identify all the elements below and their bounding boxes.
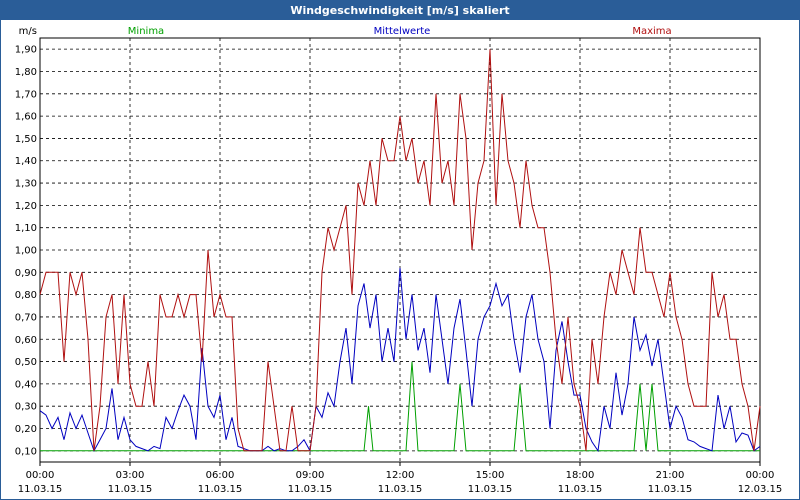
y-tick-label: 0,10 xyxy=(15,446,37,457)
chart-title: Windgeschwindigkeit [m/s] skaliert xyxy=(0,0,800,20)
y-tick-label: 1,30 xyxy=(15,179,37,190)
x-tick-date: 12.03.15 xyxy=(738,484,783,495)
y-tick-label: 1,90 xyxy=(15,45,37,56)
y-tick-label: 1,40 xyxy=(15,156,37,167)
y-tick-label: 1,10 xyxy=(15,223,37,234)
x-tick-time: 21:00 xyxy=(656,470,685,481)
x-tick-time: 00:00 xyxy=(26,470,55,481)
chart-plot: 0,10 0,20 0,30 0,40 0,50 0,60 0,70 0,80 0,90 1,00… xyxy=(15,26,783,495)
y-tick-label: 0,40 xyxy=(15,379,37,390)
y-tick-label: 0,50 xyxy=(15,357,37,368)
y-tick-label: 0,60 xyxy=(15,335,37,346)
y-tick-label: 0,70 xyxy=(15,312,37,323)
series-line-maxima xyxy=(39,49,761,452)
x-tick-date: 11.03.15 xyxy=(18,484,63,495)
y-axis-label: m/s xyxy=(19,26,37,37)
x-tick-date: 11.03.15 xyxy=(108,484,153,495)
y-tick-label: 1,80 xyxy=(15,67,37,78)
y-tick-label: 0,80 xyxy=(15,290,37,301)
x-tick-time: 18:00 xyxy=(566,470,595,481)
series-line-minima xyxy=(40,361,760,452)
x-tick-time: 06:00 xyxy=(206,470,235,481)
x-tick-time: 03:00 xyxy=(116,470,145,481)
x-tick-date: 11.03.15 xyxy=(288,484,333,495)
x-tick-date: 11.03.15 xyxy=(198,484,243,495)
y-tick-label: 0,30 xyxy=(15,402,37,413)
y-tick-label: 0,20 xyxy=(15,424,37,435)
x-tick-time: 12:00 xyxy=(386,470,415,481)
x-tick-time: 15:00 xyxy=(476,470,505,481)
x-tick-date: 11.03.15 xyxy=(468,484,513,495)
y-tick-label: 1,50 xyxy=(15,134,37,145)
legend-maxima: Maxima xyxy=(632,26,671,37)
legend-minima: Minima xyxy=(128,26,164,37)
series-line-mittelwerte xyxy=(39,267,761,453)
x-tick-time: 00:00 xyxy=(746,470,775,481)
x-tick-date: 11.03.15 xyxy=(558,484,603,495)
x-tick-date: 11.03.15 xyxy=(378,484,423,495)
y-tick-label: 1,70 xyxy=(15,89,37,100)
y-tick-label: 1,60 xyxy=(15,112,37,123)
legend-mittelwerte: Mittelwerte xyxy=(374,26,431,37)
x-tick-time: 09:00 xyxy=(296,470,325,481)
y-tick-label: 1,20 xyxy=(15,201,37,212)
y-tick-label: 1,00 xyxy=(15,246,37,257)
y-tick-label: 0,90 xyxy=(15,268,37,279)
x-tick-date: 11.03.15 xyxy=(648,484,693,495)
